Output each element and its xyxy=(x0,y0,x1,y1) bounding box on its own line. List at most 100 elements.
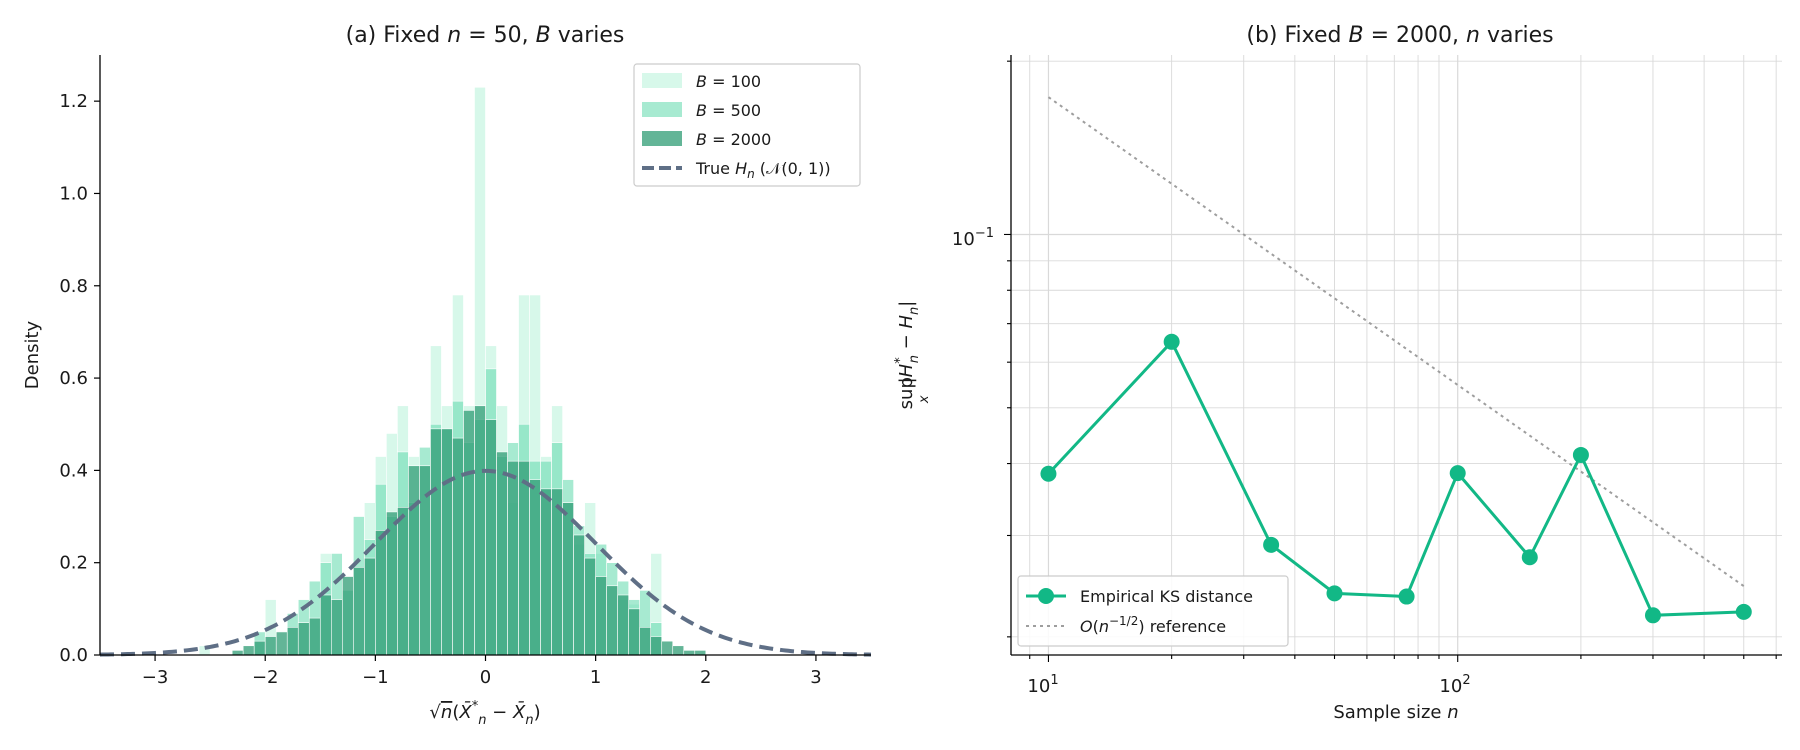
histogram-bar xyxy=(353,567,365,656)
histogram-bar xyxy=(386,511,398,656)
true-distribution-curve xyxy=(99,468,872,657)
histogram-bar xyxy=(650,636,663,656)
histogram-bar xyxy=(584,557,596,656)
legend-label-ks: Empirical KS distance xyxy=(1080,587,1253,606)
y-tick-label: 0.6 xyxy=(59,368,88,389)
ks-point xyxy=(1735,603,1752,620)
panel-a-histogram: (a) Fixed n = 50, B varies −3 −2 −1 0 1 2 3 0.… xyxy=(22,23,872,728)
legend-label-reference: O(n−1/2) reference xyxy=(1080,614,1226,636)
histogram-bar xyxy=(683,650,696,656)
panel-b-y-tick-label-0.1: 10−1 xyxy=(952,226,994,250)
x-tick-label: 2 xyxy=(700,667,711,688)
panel-a-bars xyxy=(198,87,707,656)
histogram-bar xyxy=(474,405,486,656)
legend-label-b500: B = 500 xyxy=(696,101,761,120)
histogram-bar xyxy=(540,488,552,656)
ks-point xyxy=(1163,333,1180,350)
histogram-bar xyxy=(430,428,442,656)
histogram-bar xyxy=(463,410,475,656)
panel-a-x-label: √n(X̄*n − X̄n) xyxy=(429,699,540,728)
legend-swatch-ks-marker xyxy=(1038,588,1054,604)
histogram-bar xyxy=(308,617,321,656)
x-tick-label: 3 xyxy=(810,667,821,688)
legend-label-b2000: B = 2000 xyxy=(696,130,771,149)
ks-distance-points xyxy=(1040,333,1752,624)
histogram-bar xyxy=(242,645,255,656)
histogram-bar xyxy=(264,636,277,656)
histogram-bar xyxy=(628,608,641,656)
histogram-bar xyxy=(375,530,387,656)
histogram-bar xyxy=(286,627,299,656)
histogram-bar xyxy=(319,594,332,656)
histogram-bar xyxy=(672,645,685,656)
histogram-bar xyxy=(507,460,519,656)
y-tick-label: 0.2 xyxy=(59,553,88,574)
legend-swatch-b500 xyxy=(642,102,682,117)
y-tick-label: 0.4 xyxy=(59,460,88,481)
histogram-bar xyxy=(452,437,464,656)
panel-b-legend-box xyxy=(1017,575,1289,647)
ks-point xyxy=(1521,549,1538,566)
ks-point xyxy=(1263,536,1280,553)
histogram-bar xyxy=(606,585,618,656)
histogram-bar xyxy=(275,631,288,656)
histogram-bar xyxy=(694,650,707,656)
histogram-bar xyxy=(617,594,629,656)
histogram-bar xyxy=(485,419,497,656)
panel-a-y-ticks: 0.0 0.2 0.4 0.6 0.8 1.0 1.2 xyxy=(59,91,100,666)
y-tick-label: 0.0 xyxy=(59,645,88,666)
panel-a-title: (a) Fixed n = 50, B varies xyxy=(346,23,625,48)
ks-point xyxy=(1326,585,1343,602)
histogram-bar xyxy=(529,479,541,656)
panel-a-legend: B = 100 B = 500 B = 2000 True Hn (𝒩(0, 1… xyxy=(633,63,861,187)
ks-distance-line xyxy=(1047,339,1744,617)
legend-label-b100: B = 100 xyxy=(696,72,761,91)
histogram-bar xyxy=(297,622,310,656)
panel-a-legend-box xyxy=(633,63,861,187)
histogram-bar xyxy=(441,428,453,656)
reference-line xyxy=(1047,96,1745,587)
panel-b-convergence: (b) Fixed B = 2000, n varies 101 102 10−… xyxy=(893,23,1782,723)
panel-b-grid xyxy=(1011,55,1782,655)
histogram-bar xyxy=(639,627,652,656)
legend-swatch-b100 xyxy=(642,73,682,88)
histogram-bar xyxy=(661,640,674,656)
x-tick-label: −1 xyxy=(362,667,389,688)
histogram-bar xyxy=(330,599,343,656)
histogram-bar xyxy=(595,576,607,656)
histogram-bar xyxy=(562,502,574,656)
histogram-bar xyxy=(397,507,409,656)
histogram-bar xyxy=(364,557,376,656)
panel-b-legend: Empirical KS distance O(n−1/2) reference xyxy=(1017,575,1289,647)
panel-b-x-tick-label-10: 101 xyxy=(1027,673,1058,697)
x-tick-label: −2 xyxy=(252,667,279,688)
panel-b-y-label: supx|H*n − Hn| xyxy=(893,301,932,410)
histogram-bar xyxy=(518,460,530,656)
panel-a-x-ticks: −3 −2 −1 0 1 2 3 xyxy=(142,655,822,688)
y-tick-label: 1.0 xyxy=(59,183,88,204)
histogram-bar xyxy=(253,640,266,656)
ks-point xyxy=(1572,446,1589,463)
legend-label-true-dist: True Hn (𝒩(0, 1)) xyxy=(695,159,831,181)
panel-a-y-label: Density xyxy=(22,320,43,389)
ks-point xyxy=(1644,607,1661,624)
x-tick-label: 1 xyxy=(590,667,601,688)
histogram-bar xyxy=(551,488,563,656)
y-tick-label: 1.2 xyxy=(59,91,88,112)
ks-point xyxy=(1040,465,1057,482)
series-b-2000 xyxy=(231,405,707,656)
ks-point xyxy=(1449,465,1466,482)
ks-point xyxy=(1398,588,1415,605)
panel-b-title: (b) Fixed B = 2000, n varies xyxy=(1246,23,1553,48)
x-tick-label: 0 xyxy=(480,667,491,688)
histogram-bar xyxy=(408,465,420,656)
y-tick-label: 0.8 xyxy=(59,276,88,297)
x-tick-label: −3 xyxy=(142,667,169,688)
histogram-bar xyxy=(573,534,585,656)
panel-b-ticks xyxy=(1004,60,1777,662)
panel-b-x-label: Sample size n xyxy=(1333,702,1458,723)
histogram-bar xyxy=(231,650,244,656)
panel-b-x-tick-label-100: 102 xyxy=(1439,673,1470,697)
histogram-bar xyxy=(496,451,508,656)
